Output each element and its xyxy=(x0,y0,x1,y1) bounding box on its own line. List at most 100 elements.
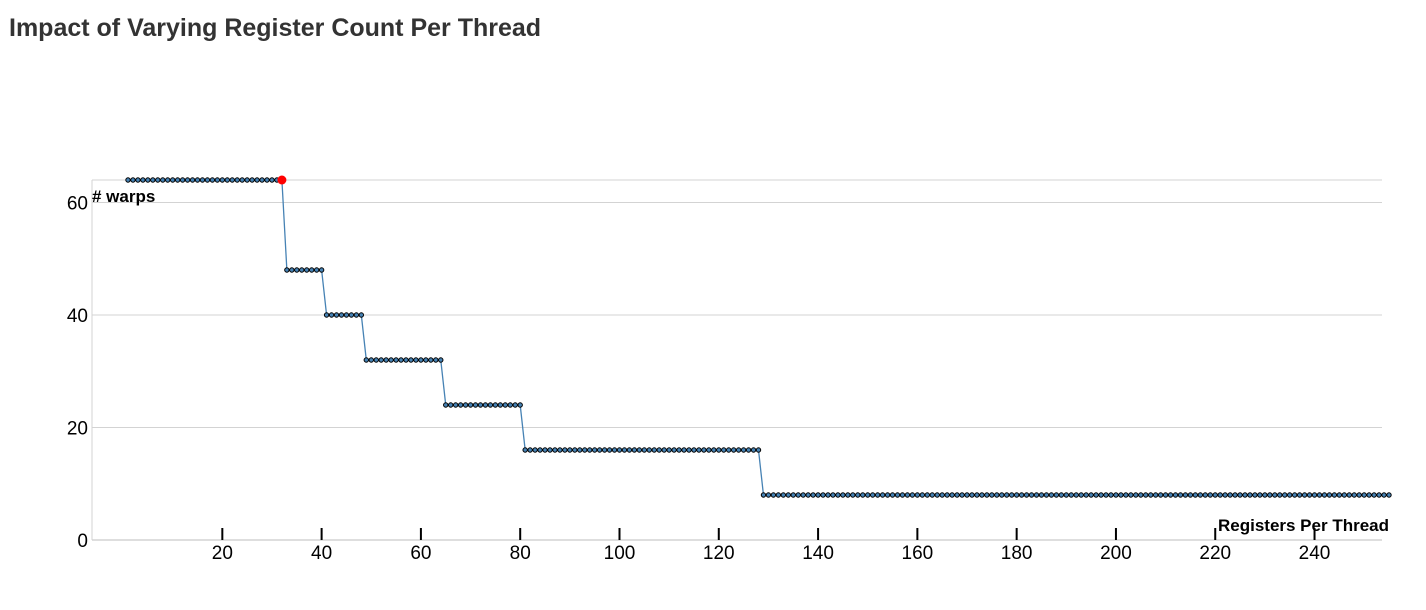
data-point[interactable] xyxy=(636,447,643,453)
data-point[interactable] xyxy=(626,447,633,453)
data-point[interactable] xyxy=(1038,492,1045,498)
data-point[interactable] xyxy=(204,177,211,183)
data-point[interactable] xyxy=(1093,492,1099,498)
data-point[interactable] xyxy=(328,312,335,318)
data-point[interactable] xyxy=(155,177,161,183)
data-point[interactable] xyxy=(289,267,295,273)
data-point[interactable] xyxy=(125,177,131,183)
data-point[interactable] xyxy=(184,177,191,183)
data-point[interactable] xyxy=(214,177,221,183)
data-point[interactable] xyxy=(512,402,518,408)
data-point[interactable] xyxy=(1212,492,1218,498)
data-point[interactable] xyxy=(408,357,414,363)
data-point[interactable] xyxy=(269,177,275,183)
data-point[interactable] xyxy=(467,402,474,408)
data-point[interactable] xyxy=(706,447,712,453)
data-point[interactable] xyxy=(1207,492,1213,498)
data-point[interactable] xyxy=(363,357,369,363)
data-point[interactable] xyxy=(219,177,226,183)
data-point[interactable] xyxy=(755,447,762,453)
data-point[interactable] xyxy=(1043,492,1050,498)
data-point[interactable] xyxy=(537,447,543,453)
data-point[interactable] xyxy=(730,447,737,453)
data-point[interactable] xyxy=(681,447,687,453)
data-point[interactable] xyxy=(989,492,995,498)
data-point[interactable] xyxy=(457,402,464,408)
data-point[interactable] xyxy=(383,357,389,363)
data-point[interactable] xyxy=(308,267,315,273)
data-point[interactable] xyxy=(1083,492,1089,498)
data-point[interactable] xyxy=(1356,492,1362,498)
data-point[interactable] xyxy=(135,177,141,183)
data-point[interactable] xyxy=(487,402,494,408)
data-point[interactable] xyxy=(1008,492,1015,498)
data-point[interactable] xyxy=(1311,492,1318,498)
data-point[interactable] xyxy=(1148,492,1154,498)
data-point[interactable] xyxy=(1267,492,1273,498)
data-point[interactable] xyxy=(1277,492,1283,498)
data-point[interactable] xyxy=(760,492,767,498)
data-point[interactable] xyxy=(914,492,921,498)
data-point[interactable] xyxy=(959,492,965,498)
data-point[interactable] xyxy=(924,492,930,498)
data-point[interactable] xyxy=(949,492,955,498)
data-point[interactable] xyxy=(1108,492,1114,498)
data-point[interactable] xyxy=(452,402,459,408)
data-point[interactable] xyxy=(656,447,662,453)
data-point[interactable] xyxy=(671,447,677,453)
data-point[interactable] xyxy=(1197,492,1204,498)
data-point[interactable] xyxy=(130,177,136,183)
data-point[interactable] xyxy=(1192,492,1199,498)
data-point[interactable] xyxy=(889,492,896,498)
data-point[interactable] xyxy=(611,447,618,453)
data-point[interactable] xyxy=(323,312,330,318)
data-point[interactable] xyxy=(800,492,806,498)
data-point[interactable] xyxy=(299,267,305,273)
data-point[interactable] xyxy=(929,492,935,498)
data-point[interactable] xyxy=(1013,492,1020,498)
data-point[interactable] xyxy=(1078,492,1084,498)
data-point[interactable] xyxy=(701,447,707,453)
data-point[interactable] xyxy=(1202,492,1209,498)
data-point[interactable] xyxy=(919,492,926,498)
data-point[interactable] xyxy=(244,177,250,183)
data-point[interactable] xyxy=(884,492,891,498)
data-point[interactable] xyxy=(304,267,310,273)
data-point[interactable] xyxy=(254,177,260,183)
data-point[interactable] xyxy=(199,177,206,183)
data-point[interactable] xyxy=(1118,492,1124,498)
data-point[interactable] xyxy=(840,492,846,498)
data-point[interactable] xyxy=(1018,492,1025,498)
data-point[interactable] xyxy=(572,447,578,453)
data-point[interactable] xyxy=(785,492,791,498)
data-point[interactable] xyxy=(899,492,906,498)
data-point[interactable] xyxy=(532,447,538,453)
data-point[interactable] xyxy=(1103,492,1109,498)
data-point[interactable] xyxy=(1247,492,1253,498)
data-point[interactable] xyxy=(810,492,816,498)
data-point[interactable] xyxy=(472,402,479,408)
data-point[interactable] xyxy=(845,492,851,498)
data-point[interactable] xyxy=(378,357,384,363)
data-point[interactable] xyxy=(621,447,628,453)
data-point[interactable] xyxy=(1133,492,1139,498)
data-point[interactable] xyxy=(1088,492,1094,498)
data-point[interactable] xyxy=(443,402,449,408)
data-point[interactable] xyxy=(447,402,454,408)
data-point[interactable] xyxy=(1296,492,1303,498)
data-point[interactable] xyxy=(775,492,782,498)
data-point[interactable] xyxy=(358,312,365,318)
data-point[interactable] xyxy=(229,177,235,183)
data-point[interactable] xyxy=(259,177,265,183)
data-point[interactable] xyxy=(974,492,980,498)
data-point[interactable] xyxy=(165,177,171,183)
data-point[interactable] xyxy=(388,357,394,363)
data-point[interactable] xyxy=(552,447,558,453)
data-point[interactable] xyxy=(1232,492,1238,498)
data-point[interactable] xyxy=(403,357,409,363)
data-point[interactable] xyxy=(835,492,841,498)
data-point[interactable] xyxy=(1138,492,1144,498)
data-point[interactable] xyxy=(368,357,374,363)
data-point[interactable] xyxy=(428,357,434,363)
data-point[interactable] xyxy=(249,177,255,183)
